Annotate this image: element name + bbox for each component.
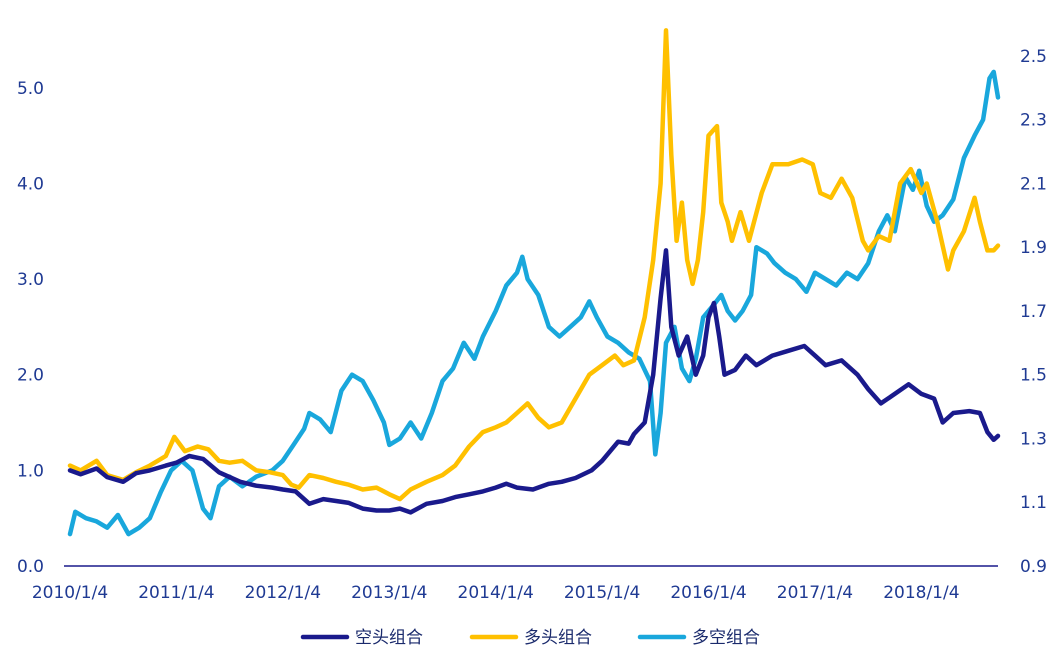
x-tick-label: 2012/1/4 [245,583,321,603]
x-tick-label: 2011/1/4 [138,583,214,603]
y-right-tick-label: 1.1 [1020,493,1047,513]
y-left-tick-label: 2.0 [17,366,44,386]
y-right-tick-label: 1.7 [1020,302,1047,322]
y-left-tick-labels: 0.0 1.0 2.0 3.0 4.0 5.0 [17,79,44,577]
y-left-tick-label: 4.0 [17,174,44,194]
x-tick-label: 2013/1/4 [351,583,427,603]
x-tick-label: 2016/1/4 [670,583,746,603]
y-right-tick-label: 1.5 [1020,366,1047,386]
x-tick-label: 2010/1/4 [32,583,108,603]
legend-label: 多空组合 [692,628,760,648]
legend-label: 多头组合 [524,628,592,648]
y-right-tick-label: 1.9 [1020,238,1047,258]
legend: 空头组合 多头组合 多空组合 [300,628,760,648]
y-left-tick-label: 3.0 [17,270,44,290]
series-line-1 [67,248,1001,515]
y-right-tick-label: 2.1 [1020,174,1047,194]
y-right-tick-labels: 0.9 1.1 1.3 1.5 1.7 1.9 2.1 2.3 2.5 [1020,47,1047,577]
x-tick-labels: 2010/1/4 2011/1/4 2012/1/4 2013/1/4 2014/1/4… [32,583,960,603]
series-layer [67,28,1001,537]
legend-item: 空头组合 [300,628,423,648]
x-tick-label: 2014/1/4 [458,583,534,603]
legend-label: 空头组合 [355,628,423,648]
legend-item: 多头组合 [469,628,592,648]
series-line-2 [67,28,1001,502]
y-right-tick-label: 2.5 [1020,47,1047,67]
y-left-tick-label: 1.0 [17,461,44,481]
y-right-tick-label: 0.9 [1020,557,1047,577]
x-tick-label: 2015/1/4 [564,583,640,603]
y-left-tick-label: 0.0 [17,557,44,577]
legend-item: 多空组合 [637,628,760,648]
y-right-tick-label: 1.3 [1020,429,1047,449]
y-left-tick-label: 5.0 [17,79,44,99]
x-tick-label: 2017/1/4 [777,583,853,603]
y-right-tick-label: 2.3 [1020,111,1047,131]
x-tick-label: 2018/1/4 [883,583,959,603]
